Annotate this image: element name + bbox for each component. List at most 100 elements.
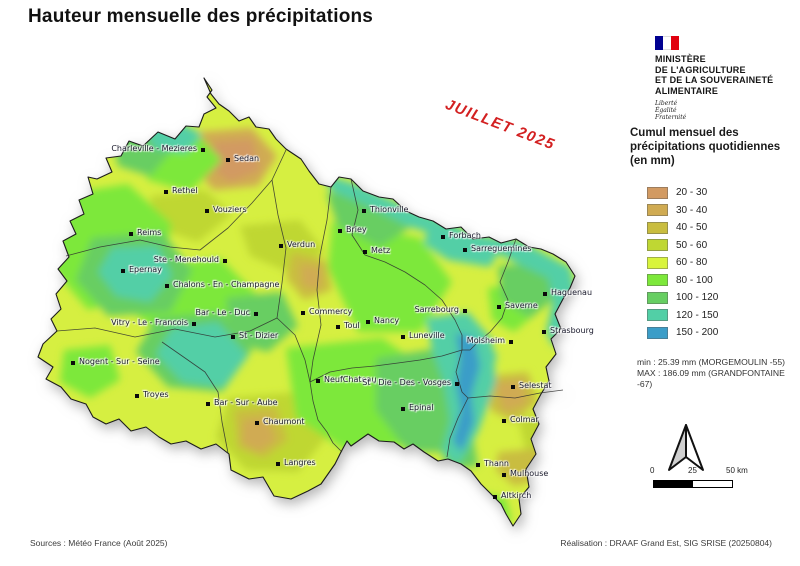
city-label: Chalons - En - Champagne xyxy=(173,280,280,289)
flag-white xyxy=(663,36,671,50)
legend-item-label: 120 - 150 xyxy=(676,309,719,321)
city-marker xyxy=(316,379,320,383)
city-marker xyxy=(255,421,259,425)
city-label: Sarrebourg xyxy=(414,305,459,314)
city-label: Epinal xyxy=(409,403,434,412)
city-label: Bar - Le - Duc xyxy=(195,308,251,317)
city-label: Langres xyxy=(284,458,316,467)
scale-bar-white-segment xyxy=(693,481,732,487)
legend-item: 60 - 80 xyxy=(647,254,795,272)
city-marker xyxy=(441,235,445,239)
legend-swatch xyxy=(647,221,668,234)
city-marker xyxy=(502,419,506,423)
city-marker xyxy=(276,462,280,466)
city-marker xyxy=(401,407,405,411)
city-label: Metz xyxy=(371,246,391,255)
source-note: Sources : Météo France (Août 2025) xyxy=(30,538,168,548)
department-borders xyxy=(56,149,564,458)
ministry-name: MINISTÈRE DE L'AGRICULTURE ET DE LA SOUV… xyxy=(655,54,774,96)
north-arrow-icon xyxy=(668,424,704,471)
city-label: Chaumont xyxy=(263,417,305,426)
city-marker xyxy=(301,311,305,315)
city-marker xyxy=(254,312,258,316)
city-marker xyxy=(463,248,467,252)
flag-red xyxy=(671,36,679,50)
city-marker xyxy=(455,382,459,386)
legend-swatch xyxy=(647,186,668,199)
scale-label-start: 0 xyxy=(650,466,655,475)
city-label: Verdun xyxy=(287,240,316,249)
city-marker xyxy=(363,250,367,254)
city-marker xyxy=(502,473,506,477)
scale-bar-black-segment xyxy=(654,481,693,487)
city-label: Colmar xyxy=(510,415,539,424)
city-marker xyxy=(362,209,366,213)
legend-swatch xyxy=(647,291,668,304)
city-marker xyxy=(192,322,196,326)
city-label: Nancy xyxy=(374,316,400,325)
city-marker xyxy=(366,320,370,324)
legend-item: 120 - 150 xyxy=(647,307,795,325)
legend-item-label: 60 - 80 xyxy=(676,257,708,269)
city-marker xyxy=(135,394,139,398)
scale-bar-graphic xyxy=(653,480,733,488)
legend-items: 20 - 30 30 - 40 40 - 50 50 - 60 60 - 80 80 - … xyxy=(647,184,795,342)
ministry-motto: Liberté Égalité Fraternité xyxy=(655,100,687,121)
city-label: St - Die - Des - Vosges xyxy=(362,378,451,387)
city-label: Altkirch xyxy=(501,491,532,500)
legend-item-label: 80 - 100 xyxy=(676,274,713,286)
city-label: Troyes xyxy=(143,390,169,399)
legend-item-label: 20 - 30 xyxy=(676,187,708,199)
city-label: Commercy xyxy=(309,307,353,316)
realisation-note: Réalisation : DRAAF Grand Est, SIG SRISE… xyxy=(560,538,772,548)
city-marker xyxy=(231,335,235,339)
city-label: Vitry - Le - Francois xyxy=(111,318,188,327)
ministry-logo: MINISTÈRE DE L'AGRICULTURE ET DE LA SOUV… xyxy=(655,36,795,121)
page-title: Hauteur mensuelle des précipitations xyxy=(28,6,374,27)
legend-item: 40 - 50 xyxy=(647,219,795,237)
city-label: Epernay xyxy=(129,265,162,274)
city-label: Nogent - Sur - Seine xyxy=(79,357,160,366)
city-marker xyxy=(543,292,547,296)
city-label: St - Dizier xyxy=(239,331,279,340)
legend-title: Cumul mensuel des précipitations quotidi… xyxy=(630,127,781,167)
legend-swatch xyxy=(647,204,668,217)
city-label: Briey xyxy=(346,225,367,234)
city-label: Reims xyxy=(137,228,162,237)
legend-item: 80 - 100 xyxy=(647,272,795,290)
city-label: Toul xyxy=(344,321,360,330)
legend-item: 20 - 30 xyxy=(647,184,795,202)
city-label: Charleville - Mezieres xyxy=(111,144,197,153)
city-marker xyxy=(336,325,340,329)
city-marker xyxy=(206,402,210,406)
city-marker xyxy=(71,361,75,365)
city-marker xyxy=(509,340,513,344)
legend-item: 50 - 60 xyxy=(647,237,795,255)
city-label: Haguenau xyxy=(551,288,593,297)
city-label: Rethel xyxy=(172,186,198,195)
city-label: Selestat xyxy=(519,381,552,390)
city-marker xyxy=(463,309,467,313)
legend-swatch xyxy=(647,239,668,252)
city-marker xyxy=(223,259,227,263)
legend-swatch xyxy=(647,309,668,322)
city-marker xyxy=(542,330,546,334)
city-label: Sedan xyxy=(234,154,260,163)
city-label: NeufChateau xyxy=(324,375,377,384)
city-label: Thionville xyxy=(370,205,409,214)
city-marker xyxy=(129,232,133,236)
city-marker xyxy=(205,209,209,213)
city-label: Thann xyxy=(484,459,509,468)
city-label: Vouziers xyxy=(213,205,247,214)
scale-label-end: 50 km xyxy=(726,466,748,475)
city-label: Molsheim xyxy=(466,336,505,345)
city-marker xyxy=(226,158,230,162)
legend-item-label: 100 - 120 xyxy=(676,292,719,304)
city-marker xyxy=(493,495,497,499)
legend-item-label: 40 - 50 xyxy=(676,222,708,234)
city-label: Sarreguemines xyxy=(471,244,532,253)
city-marker xyxy=(511,385,515,389)
